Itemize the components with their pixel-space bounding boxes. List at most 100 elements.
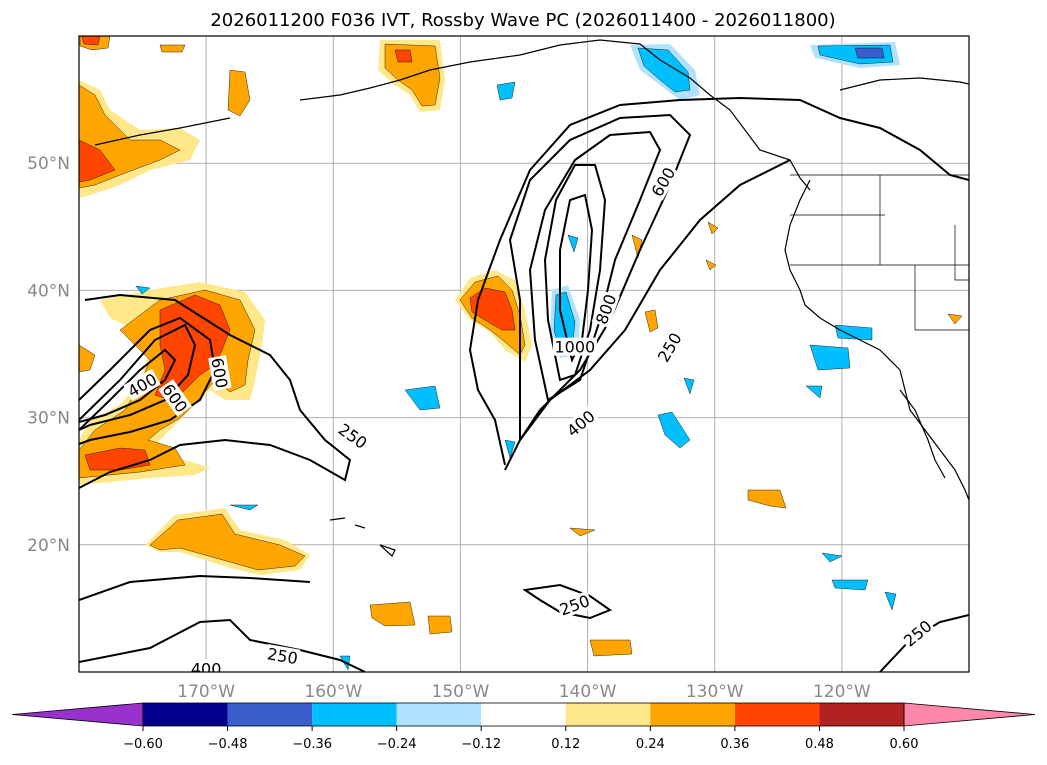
contour-label-bg	[189, 659, 223, 672]
coast-north-america	[784, 179, 969, 501]
anomaly-patch-s4	[747, 489, 787, 509]
colorbar-segment	[734, 703, 820, 726]
anomaly-patch-s3	[589, 639, 633, 657]
colorbar-tick-label: −0.12	[461, 737, 501, 752]
neg-patch-w1	[404, 385, 441, 411]
state-borders	[790, 174, 969, 331]
colorbar-tick-label: −0.48	[208, 737, 248, 752]
colorbar-tick-label: 0.12	[551, 737, 580, 752]
anomaly-patch-s2	[427, 615, 453, 635]
y-tick-label: 20°N	[27, 536, 70, 556]
coast-bering	[94, 117, 231, 146]
colorbar-extend-min	[11, 702, 144, 727]
colorbar-segment	[481, 703, 566, 726]
ivt-contour-1000-central	[559, 193, 594, 363]
colorbar-tick-label: −0.24	[377, 737, 417, 752]
anomaly-patch-subtropic-orange	[149, 513, 306, 571]
coast-canada	[839, 77, 969, 91]
neg-patch-w14	[683, 377, 695, 395]
colorbar-tick-label: −0.36	[292, 737, 332, 752]
neg-patch-w6	[831, 579, 869, 591]
contour-label: 1000	[554, 338, 595, 357]
colorbar-segment	[396, 703, 482, 726]
contour-label-bg	[591, 290, 620, 328]
ivt-contour-400-central	[508, 113, 692, 444]
ivt-contour-600-west	[79, 323, 197, 431]
neg-patch-w11	[229, 504, 259, 511]
anomaly-patch-s6	[644, 309, 659, 333]
ivt-contour-250-sw	[79, 574, 366, 672]
coast-baja	[899, 389, 946, 479]
colorbar-tick-label: 0.60	[890, 737, 919, 752]
colorbar-segment	[143, 703, 228, 726]
neg-patch-ne-dark	[854, 47, 885, 59]
neg-patch-w2	[657, 411, 691, 449]
anomaly-patch-s8	[947, 313, 963, 325]
x-tick-label: 170°W	[177, 682, 235, 702]
neg-patch-w3	[809, 344, 851, 371]
colorbar-segment	[650, 703, 735, 726]
neg-patch-w9	[496, 81, 516, 101]
ivt-contour-250-west	[79, 293, 352, 489]
colorbar: −0.60 −0.48 −0.36 −0.24 −0.12 0.12 0.24 0.36 0.4…	[11, 702, 1036, 752]
contour-label-bg	[653, 328, 686, 366]
colorbar-tick-label: 0.24	[636, 737, 665, 752]
anomaly-patch-n2	[227, 69, 251, 117]
contour-label-group: 1000	[552, 337, 597, 357]
colorbar-segment	[819, 703, 904, 726]
y-tick-label: 50°N	[27, 154, 70, 174]
contour-label-bg	[552, 337, 597, 356]
contour-label-bg	[899, 615, 936, 651]
colorbar-outline	[142, 702, 905, 727]
anomaly-patch-far-west-red	[79, 139, 116, 183]
contour-label-bg	[264, 644, 301, 668]
y-tick-labels: 20°N 30°N 40°N 50°N	[27, 154, 70, 556]
coastlines	[94, 39, 969, 557]
anomaly-patch-north-red	[394, 49, 413, 63]
neg-patch-w8	[884, 591, 897, 611]
colorbar-extend-max	[903, 702, 1036, 727]
anomaly-patch-s9	[707, 221, 719, 235]
x-tick-label: 130°W	[686, 682, 744, 702]
colorbar-segment	[565, 703, 651, 726]
contour-label-bg	[123, 368, 161, 401]
contour-label-bg	[646, 162, 680, 201]
contour-label-group: 400	[189, 659, 223, 672]
anomaly-patch-left-edge	[79, 344, 96, 373]
anomaly-patch-top-left-red	[81, 36, 101, 46]
ivt-contour-800-west	[79, 348, 177, 431]
contour-label-bg	[562, 405, 599, 441]
coast-hawaii	[329, 517, 396, 557]
chart-title: 2026011200 F036 IVT, Rossby Wave PC (202…	[210, 10, 835, 31]
contour-label-bg	[555, 590, 594, 620]
coast-alaska	[299, 39, 811, 191]
neg-patch-w7	[821, 552, 843, 563]
ivt-contour-250-south	[522, 583, 613, 620]
anomaly-patch-s10	[705, 259, 717, 271]
x-tick-label: 140°W	[559, 682, 617, 702]
neg-patch-w4	[834, 324, 873, 341]
anomaly-patch-west-red	[84, 294, 231, 471]
ivt-contour-250-central	[468, 96, 969, 466]
anomaly-patch-s1	[369, 601, 416, 627]
colorbar-tick-label: −0.60	[123, 737, 163, 752]
map-frame	[78, 35, 970, 673]
anomaly-patch-s5	[569, 527, 596, 537]
x-tick-label: 120°W	[813, 682, 871, 702]
colorbar-tick-label: 0.48	[805, 737, 834, 752]
contour-label-bg	[208, 355, 232, 391]
neg-patch-alaska-core	[637, 47, 691, 93]
x-tick-label: 160°W	[304, 682, 362, 702]
x-tick-labels: 170°W 160°W 150°W 140°W 130°W 120°W	[177, 682, 871, 702]
neg-patch-w12	[567, 234, 579, 253]
anomaly-patch-s11	[159, 44, 186, 53]
contour-label-bg	[158, 379, 193, 417]
colorbar-segment	[227, 703, 313, 726]
contour-label-bg	[334, 419, 372, 453]
colorbar-tick-label: 0.36	[720, 737, 749, 752]
y-tick-label: 40°N	[27, 281, 70, 301]
neg-patch-w5	[805, 385, 823, 399]
y-tick-label: 30°N	[27, 409, 70, 429]
